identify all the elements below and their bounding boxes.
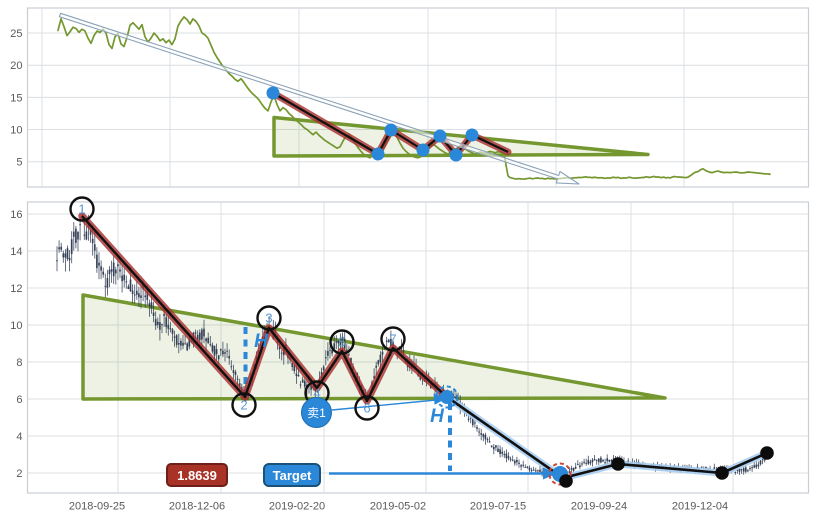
target-value-box: 1.8639: [166, 463, 228, 487]
weekly-close-line: [57, 16, 771, 180]
breakdown-circle: [440, 390, 454, 404]
wave-circle-7: [380, 326, 406, 352]
height-label-1: H: [254, 331, 268, 352]
x-tick-label: 2019-05-02: [370, 501, 426, 513]
wave-circle-1: [69, 196, 95, 222]
x-tick-label: 2018-09-25: [69, 501, 125, 513]
x-tick-label: 2019-09-24: [571, 501, 627, 513]
wave-number-7: 7: [389, 332, 396, 347]
swing-dot: [715, 466, 729, 480]
wave-number-3: 3: [265, 311, 272, 326]
pivot-dot-4: [416, 143, 430, 157]
x-tick-label: 2019-02-20: [269, 501, 325, 513]
pivot-dot-3: [384, 123, 398, 137]
sell-pointer-line: [331, 399, 437, 411]
wave-circle-3: [256, 305, 282, 331]
x-tick-label: 2019-07-15: [470, 501, 526, 513]
y-tick-label: 20: [10, 60, 22, 72]
swing-dot: [611, 457, 625, 471]
breakdown-circle-ring: [435, 385, 459, 409]
wave-number-5: 5: [338, 335, 345, 350]
y-tick-label: 16: [10, 209, 22, 221]
wave-number-4: 4: [313, 386, 320, 401]
swing-dot: [760, 446, 774, 460]
y-tick-label: 10: [10, 320, 22, 332]
y-tick-label: 12: [10, 283, 22, 295]
target-arrowhead: [543, 467, 557, 480]
swing-dot: [559, 474, 573, 488]
y-tick-label: 2: [16, 468, 22, 480]
target-label-box: Target: [263, 463, 321, 487]
elliott-zigzag-core: [81, 215, 448, 403]
y-tick-label: 15: [10, 92, 22, 104]
wave-number-1: 1: [78, 202, 85, 217]
target-hit-ring: [548, 462, 572, 486]
y-tick-label: 25: [10, 28, 22, 40]
pivot-dot-5: [433, 129, 447, 143]
wave-number-2: 2: [240, 398, 247, 413]
wave-circle-2: [231, 392, 257, 418]
y-tick-label: 14: [10, 246, 22, 258]
wave-number-6: 6: [363, 401, 370, 416]
y-tick-label: 6: [16, 394, 22, 406]
y-tick-label: 5: [16, 157, 22, 169]
sell-signal-badge: 卖1: [301, 397, 332, 428]
pivot-dot-7: [465, 128, 479, 142]
sell-pointer-arrowhead: [433, 393, 447, 405]
wave-circle-5: [329, 329, 355, 355]
y-tick-label: 10: [10, 125, 22, 137]
x-tick-label: 2018-12-06: [169, 501, 225, 513]
pivot-dot-1: [266, 86, 280, 100]
trend-arrow: [58, 12, 580, 185]
x-tick-label: 2019-12-04: [672, 501, 728, 513]
y-tick-label: 8: [16, 357, 22, 369]
height-label-2: H: [430, 406, 444, 427]
pivot-dot-2: [371, 147, 385, 161]
pivot-dot-6: [449, 148, 463, 162]
y-tick-label: 4: [16, 431, 22, 443]
wave-circle-6: [354, 395, 380, 421]
